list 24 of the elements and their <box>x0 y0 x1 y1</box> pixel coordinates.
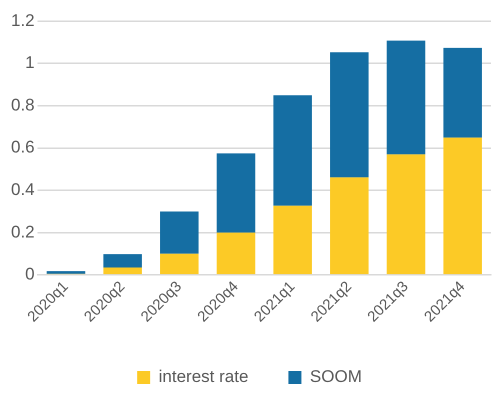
bar <box>330 52 369 178</box>
bar <box>273 206 312 274</box>
bar <box>273 95 312 206</box>
y-tick-label: 0 <box>25 264 35 284</box>
bar <box>443 138 482 274</box>
bar <box>160 254 199 274</box>
bar <box>160 211 199 254</box>
bar <box>443 48 482 138</box>
bar <box>216 153 256 233</box>
bar <box>103 254 142 268</box>
bar <box>46 271 86 274</box>
y-tick-label: 0.4 <box>10 180 35 200</box>
legend-label: interest rate <box>158 367 248 386</box>
y-tick-label: 0.8 <box>10 95 35 114</box>
bar <box>386 154 426 274</box>
bar <box>330 177 369 274</box>
y-tick-label: 0.6 <box>10 138 35 157</box>
bar <box>103 267 142 274</box>
y-tick-label: 0.2 <box>10 222 35 242</box>
legend-label: SOOM <box>310 367 362 386</box>
y-tick-label: 1 <box>25 53 35 72</box>
y-tick-label: 1.2 <box>10 10 35 30</box>
bar <box>216 232 256 274</box>
bar <box>386 40 426 154</box>
